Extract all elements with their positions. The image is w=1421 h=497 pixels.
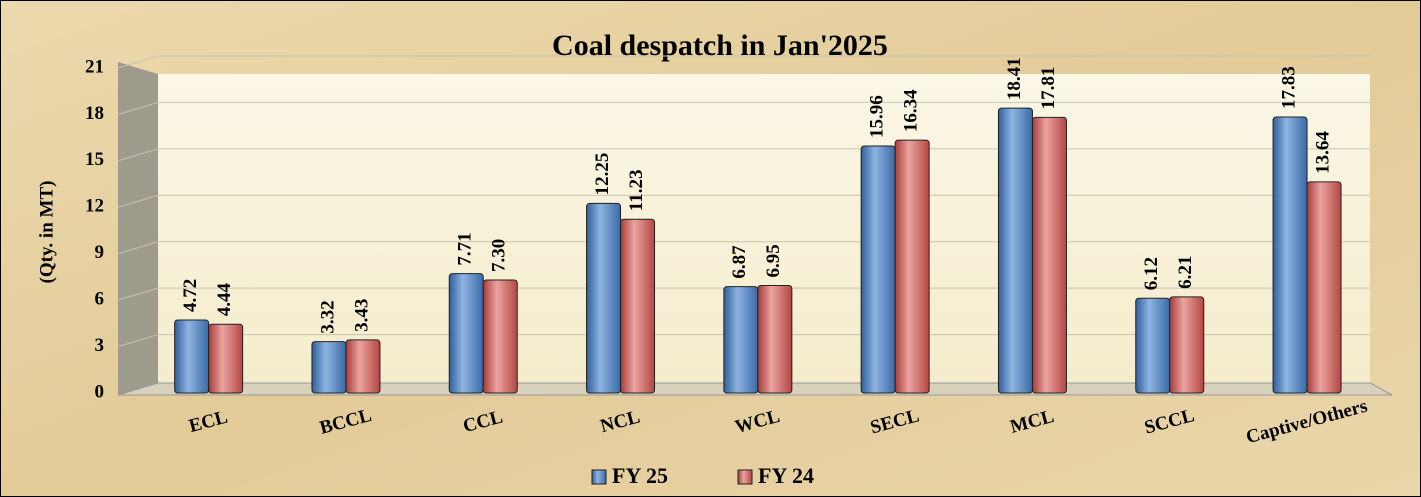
value-label: 12.25 [592,153,613,196]
y-tick-label: 6 [95,289,105,310]
y-tick-label: 15 [85,149,104,170]
value-label: 7.71 [455,232,476,265]
value-label: 4.44 [214,283,235,317]
bar [586,202,622,394]
bar [620,218,656,394]
y-tick-label: 12 [85,196,104,217]
value-label: 7.30 [489,239,510,272]
chart-title: Coal despatch in Jan'2025 [552,29,888,62]
bar [1272,116,1308,394]
value-label: 11.23 [626,169,647,211]
value-label: 18.41 [1004,57,1025,100]
value-label: 6.12 [1141,257,1162,290]
value-label: 16.34 [901,89,922,132]
value-label: 6.87 [729,245,750,279]
bar [448,273,484,394]
y-tick-label: 9 [95,242,105,263]
value-label: 15.96 [867,95,888,138]
legend-swatch [737,469,753,485]
grid-line [117,55,1370,69]
y-tick-label: 21 [85,56,104,77]
bar [757,284,793,394]
y-axis-label: (Qty. in MT) [36,181,57,284]
value-label: 6.95 [763,244,784,277]
bar [311,341,347,394]
bar [1031,116,1067,394]
value-label: 3.32 [317,300,338,333]
bar [723,286,759,394]
value-label: 17.83 [1278,66,1299,109]
grid-line [117,334,1370,348]
bar [345,339,381,394]
value-label: 3.43 [351,299,372,332]
y-tick-label: 18 [85,103,104,124]
bar [174,319,210,394]
grid-line [117,148,1370,162]
y-tick-label: 0 [95,381,105,402]
grid-line [117,101,1370,115]
bar [997,107,1033,394]
legend-label: FY 24 [758,463,814,488]
bar [1169,296,1205,394]
value-label: 6.21 [1175,256,1196,289]
bar [894,139,930,394]
bar [1306,181,1342,394]
legend-swatch [591,469,607,485]
bar [482,279,518,394]
bar [208,323,244,394]
value-label: 17.81 [1038,67,1059,110]
grid-line [117,194,1370,208]
grid-line [117,287,1370,301]
bar [1135,297,1171,394]
value-label: 13.64 [1312,131,1333,174]
grid-line [117,241,1370,255]
legend-label: FY 25 [612,463,668,488]
bar [860,145,896,394]
value-label: 4.72 [180,279,201,312]
y-tick-label: 3 [95,335,105,356]
side-wall [118,62,158,395]
